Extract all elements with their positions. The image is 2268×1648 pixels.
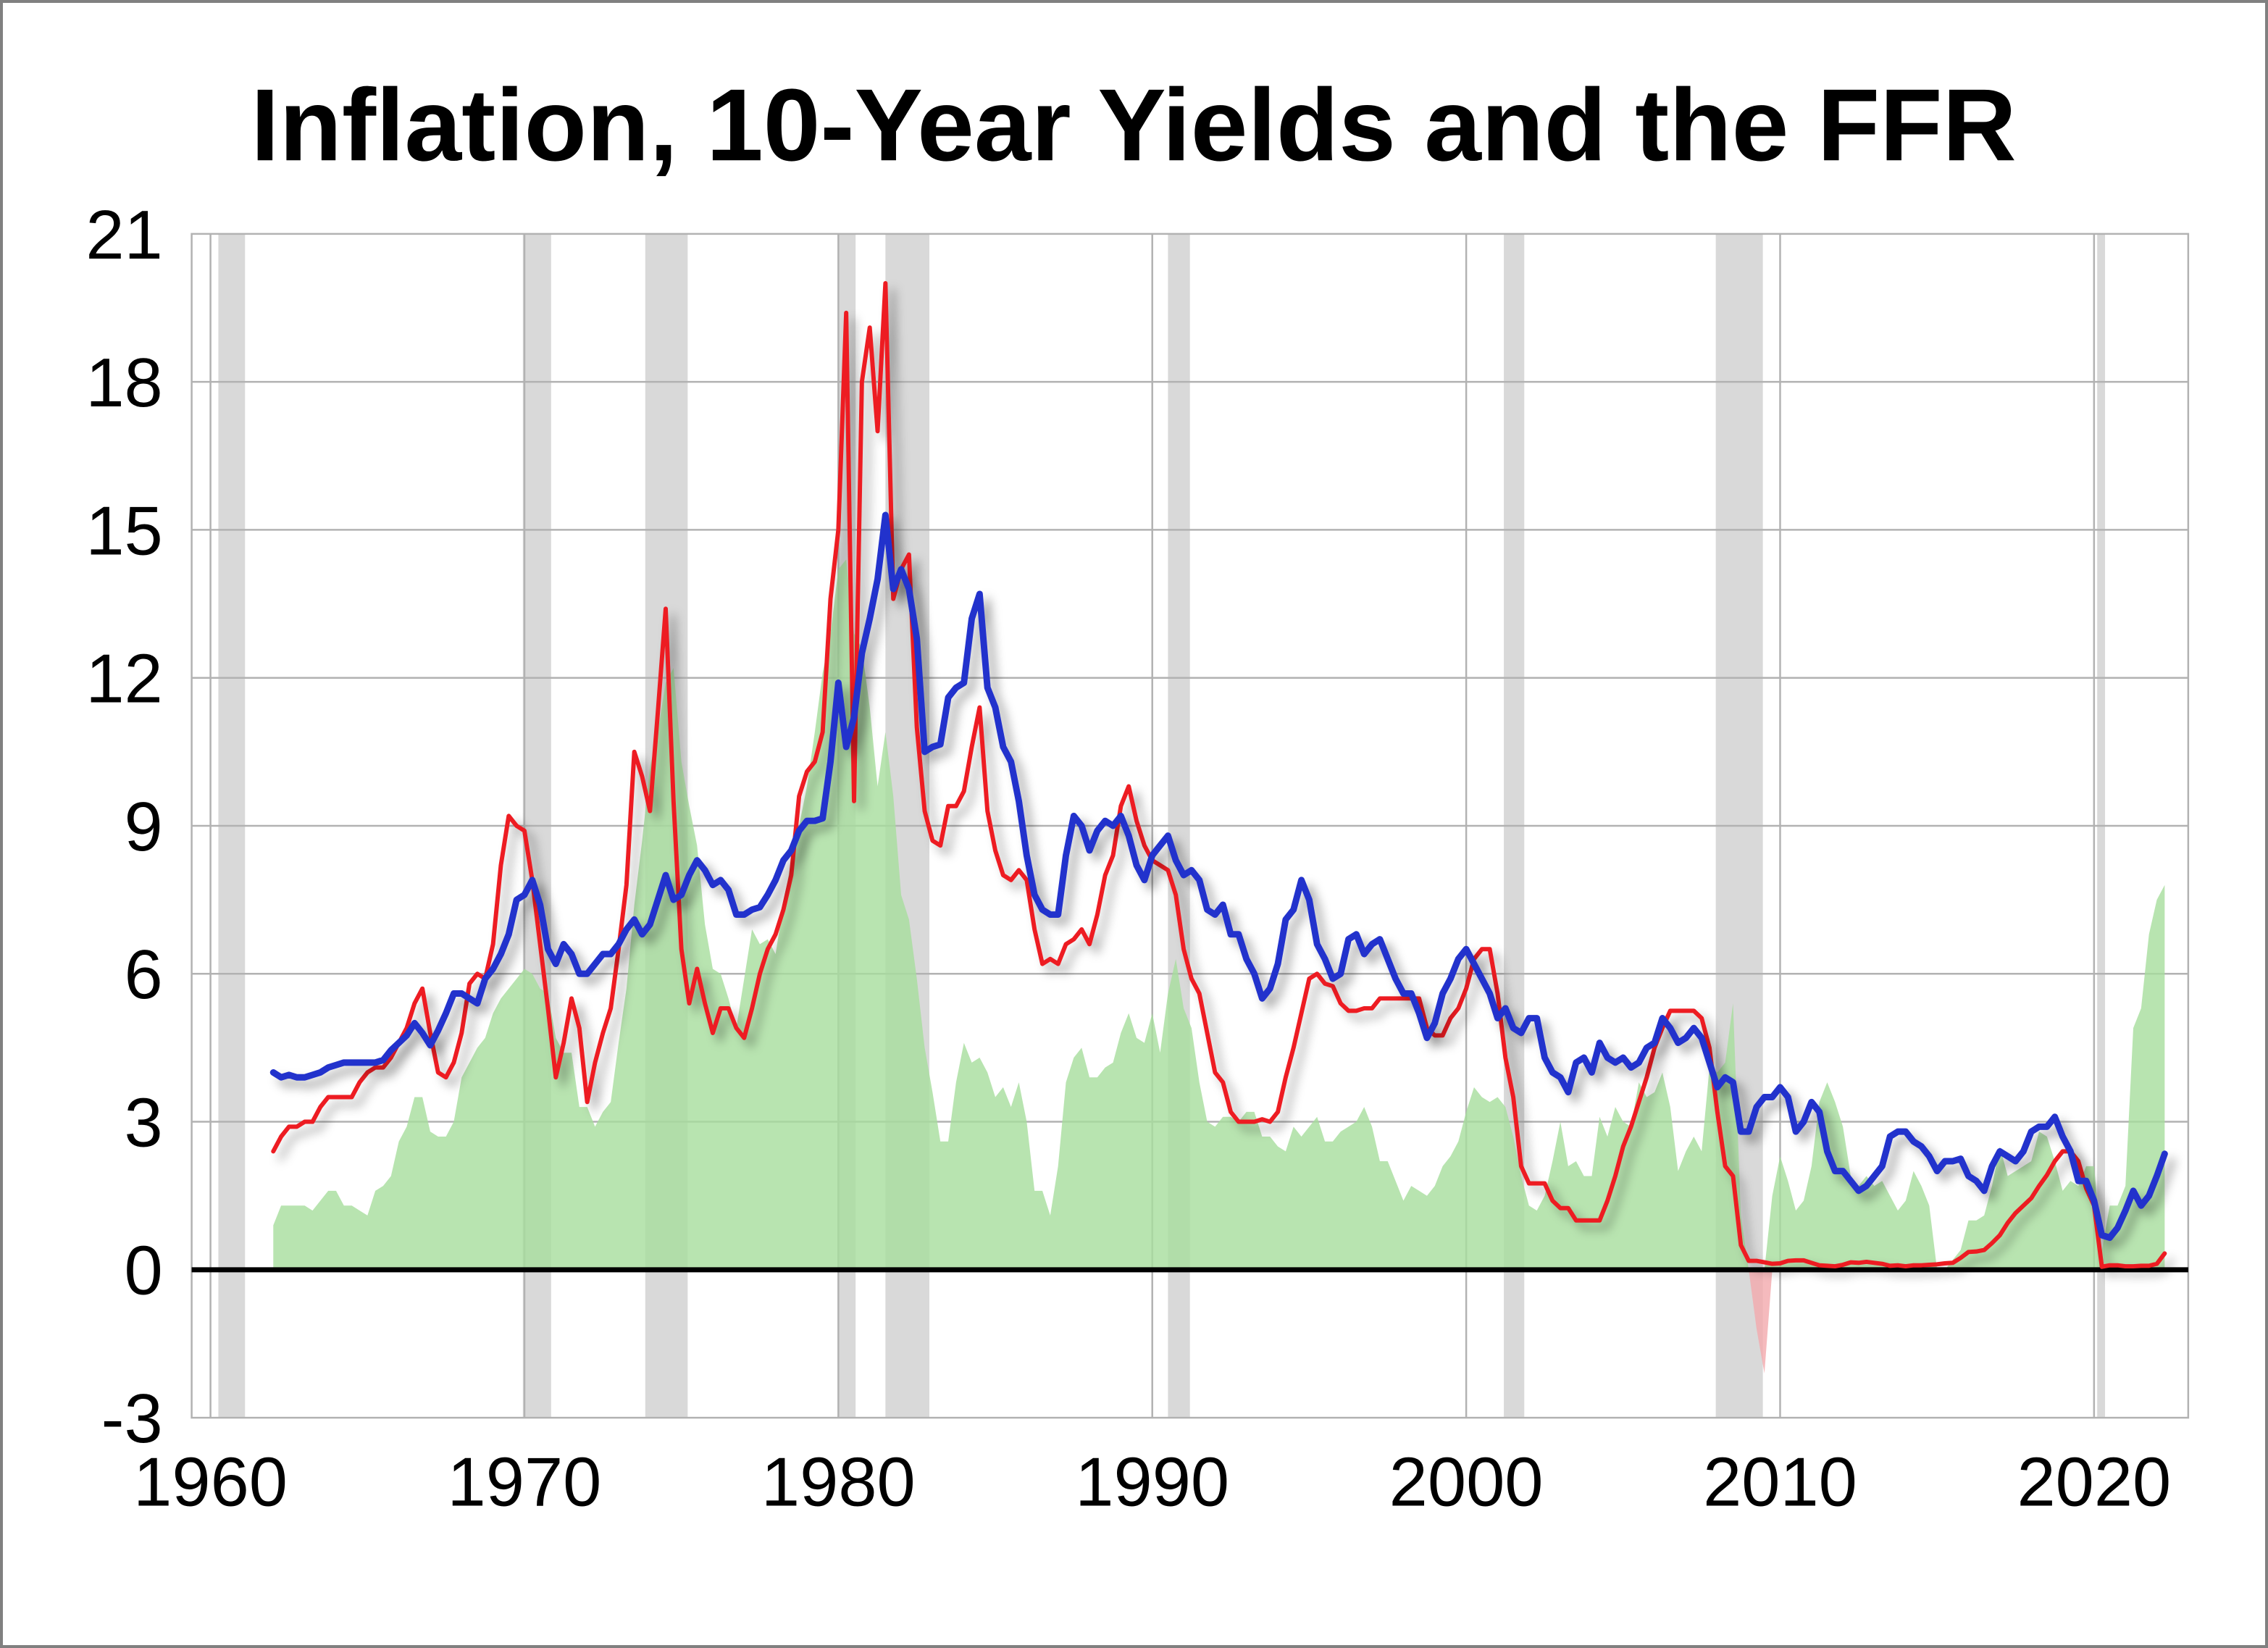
chart-title: Inflation, 10-Year Yields and the FFR [251,67,2017,182]
x-tick-label: 2000 [1389,1444,1544,1521]
y-tick-label: 6 [125,936,163,1013]
y-tick-label: 21 [85,196,162,274]
y-tick-label: 0 [125,1232,163,1310]
x-tick-label: 1980 [761,1444,916,1521]
axis-labels: -3 0 3 6 9 12 15 18 21 1960 1970 1980 1990 2000 2010 20… [85,196,2171,1521]
y-tick-label: 9 [125,788,163,866]
x-tick-label: 1970 [448,1444,602,1521]
y-tick-label: -3 [101,1380,163,1457]
x-tick-label: 2020 [2017,1444,2171,1521]
inflation-area [273,559,2165,1270]
y-tick-label: 12 [85,640,162,718]
y-tick-label: 3 [125,1084,163,1161]
plot-area [191,233,2190,1419]
chart: Inflation, 10-Year Yields and the FFR -3… [85,67,2190,1521]
y-tick-label: 18 [85,344,162,422]
ffr-line [271,280,2167,1269]
x-tick-label: 1990 [1075,1444,1229,1521]
y-tick-label: 15 [85,492,162,569]
inflation-area-negative [273,1269,2165,1373]
plot-border [191,233,2190,1419]
x-tick-label: 1960 [133,1444,288,1521]
x-tick-label: 2010 [1703,1444,1857,1521]
ten-year-yield-line [269,511,2168,1242]
